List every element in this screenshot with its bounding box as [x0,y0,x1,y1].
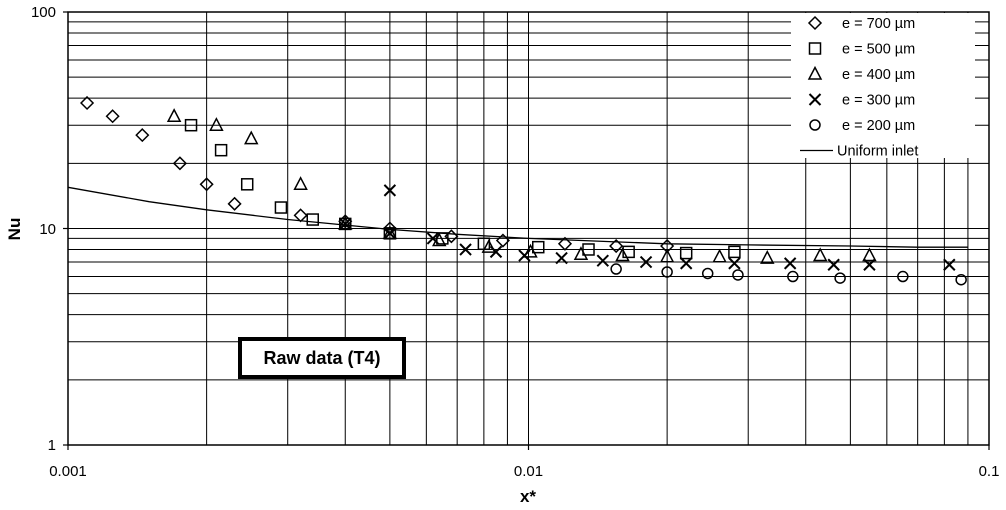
data-point-x [728,257,741,270]
data-point-triangle [338,215,353,230]
data-point-circle [897,270,909,283]
data-point-circle [661,266,673,278]
legend-label: e = 400 µm [842,67,915,83]
data-point-square [214,143,228,157]
data-point-diamond [495,233,510,248]
data-point-x [827,258,840,271]
data-point-x [383,184,397,197]
x-axis-title: x* [520,487,536,506]
data-point-circle [787,270,799,283]
data-point-square [274,201,288,214]
data-point-triangle [166,108,182,122]
data-point-diamond [557,236,573,251]
legend-label: e = 300 µm [842,93,915,109]
data-point-triangle [209,117,224,131]
data-point-triangle [712,248,727,263]
data-point-square [184,118,198,132]
data-point-x [459,243,472,256]
data-point-triangle [862,247,877,262]
data-point-circle [955,273,967,286]
x-tick-0.001: 0.001 [49,463,87,480]
tick-labels: 0.001 0.01 0.1 1 10 100 [31,4,999,480]
legend-marker-circle [809,119,821,131]
data-point-x [426,232,440,245]
series-square [184,118,741,260]
data-point-diamond [105,109,120,124]
legend-marker-triangle [807,65,823,80]
x-tick-0.01: 0.01 [514,463,543,480]
data-point-x [596,254,610,267]
data-point-triangle [573,246,589,261]
data-point-diamond [609,238,624,254]
data-point-diamond [199,177,214,192]
data-point-circle [701,267,714,280]
data-point-triangle [760,249,775,264]
data-point-square [532,240,545,254]
series-line-uniform-inlet [67,186,968,248]
data-point-diamond [660,238,675,254]
data-point-x [639,255,653,269]
data-point-square [679,246,693,260]
data-point-triangle [293,176,308,191]
legend-label: e = 500 µm [842,42,915,58]
legend-marker-square [808,42,822,55]
y-tick-100: 100 [31,4,56,21]
data-point-diamond [293,208,308,223]
data-point-x [339,217,352,231]
data-point-circle [732,269,744,281]
data-point-square [728,245,741,259]
data-point-x [383,227,397,240]
series-circle [610,263,967,286]
data-markers [80,95,967,286]
data-point-x [863,258,876,271]
legend-label: Uniform inlet [837,144,918,160]
data-point-x [489,245,503,259]
data-point-triangle [812,247,828,262]
annotation-box: Raw data (T4) [238,337,406,379]
data-point-triangle [244,130,259,145]
data-point-diamond [135,128,150,143]
data-point-triangle [432,232,447,247]
legend: e = 700 µm e = 500 µm e = 400 µm e = 300 µm… [791,13,975,160]
uniform-inlet-curve [67,186,968,248]
y-tick-10: 10 [39,221,56,238]
data-point-triangle [382,225,398,240]
series-triangle [166,108,877,264]
legend-label: e = 700 µm [842,16,915,32]
legend-label: e = 200 µm [842,118,915,134]
x-tick-0.1: 0.1 [979,463,1000,480]
series-x [339,184,956,271]
data-point-x [943,258,956,271]
data-point-square [582,243,595,256]
data-point-triangle [659,248,675,263]
data-point-x [679,257,693,270]
data-point-triangle [615,247,630,262]
y-tick-1: 1 [48,437,56,454]
data-point-circle [610,263,622,275]
data-point-circle [834,272,846,284]
y-axis-title: Nu [5,218,24,241]
data-point-diamond [80,95,95,111]
annotation-text: Raw data (T4) [263,348,380,368]
data-point-square [240,178,254,191]
plot-area [67,11,990,446]
data-point-square [306,213,319,226]
data-point-triangle [523,243,538,258]
legend-marker-x [808,93,822,106]
legend-marker-diamond [807,15,823,31]
data-point-x [783,257,797,270]
data-point-x [555,251,568,265]
data-point-x [518,249,531,262]
data-point-diamond [172,156,187,171]
data-point-diamond [227,196,242,211]
